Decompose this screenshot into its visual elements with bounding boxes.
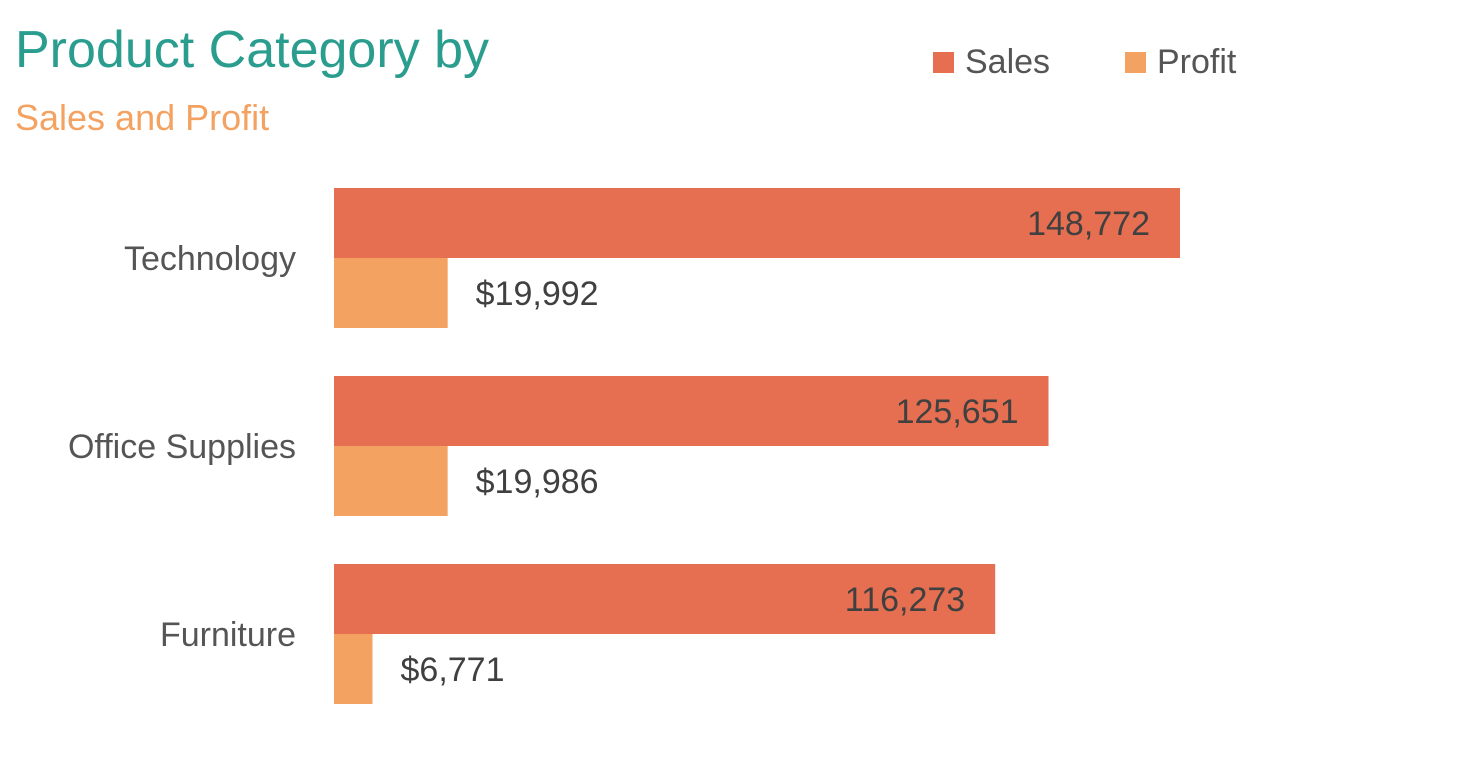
sales-value-label-office-supplies: 125,651: [896, 393, 1019, 431]
sales-value-label-furniture: 116,273: [845, 581, 965, 619]
legend-label-profit: Profit: [1157, 43, 1237, 81]
category-label-technology: Technology: [124, 240, 296, 278]
category-label-office-supplies: Office Supplies: [68, 428, 296, 466]
profit-value-label-technology: $19,992: [476, 275, 599, 313]
profit-bar-technology: [334, 258, 448, 328]
profit-bar-furniture: [334, 634, 373, 704]
category-label-furniture: Furniture: [160, 616, 296, 654]
sales-bar-technology: [334, 188, 1180, 258]
legend-swatch-profit: [1125, 51, 1146, 73]
profit-value-label-furniture: $6,771: [401, 651, 505, 689]
legend-item-profit: Profit: [1125, 42, 1236, 82]
profit-bar-office-supplies: [334, 446, 448, 516]
legend-swatch-sales: [933, 51, 954, 73]
profit-value-label-office-supplies: $19,986: [476, 463, 599, 501]
sales-value-label-technology: 148,772: [1027, 205, 1150, 243]
legend-item-sales: Sales: [933, 42, 1050, 82]
sales-bar-office-supplies: [334, 376, 1049, 446]
chart-subtitle: Sales and Profit: [15, 97, 270, 138]
chart-title: Product Category by: [15, 21, 490, 79]
sales-bar-furniture: [334, 564, 996, 634]
legend-label-sales: Sales: [965, 43, 1051, 81]
